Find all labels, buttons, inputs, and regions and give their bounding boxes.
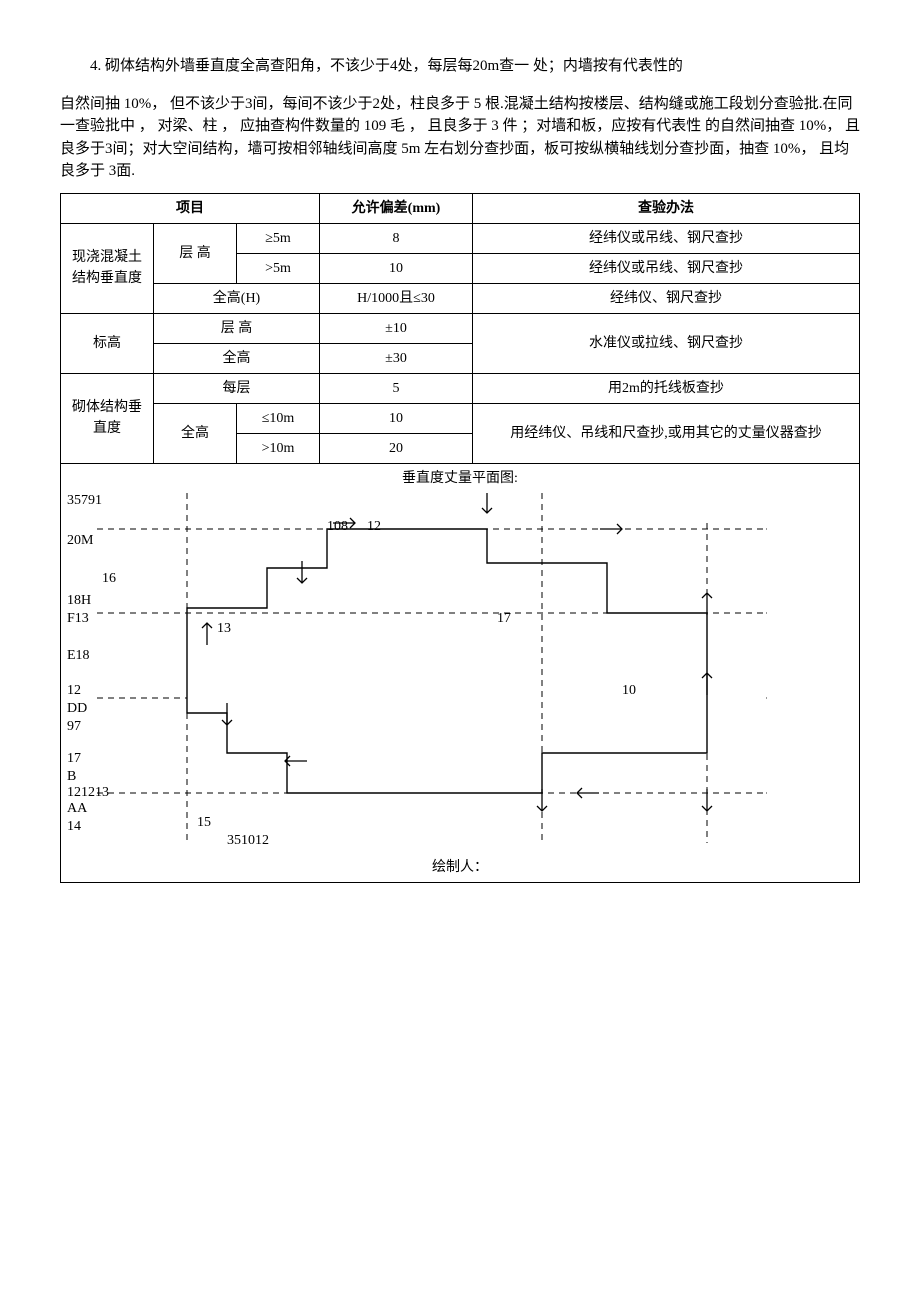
diagram-label: AA xyxy=(67,801,87,816)
cell-tol: 10 xyxy=(320,253,473,283)
cell-tol: 8 xyxy=(320,223,473,253)
diagram-label: 15 xyxy=(197,815,211,830)
cell-sub2: ≤10m xyxy=(237,403,320,433)
diagram-label: 351012 xyxy=(227,833,269,848)
cell-sub1: 每层 xyxy=(154,373,320,403)
cell-cat: 砌体结构垂直度 xyxy=(61,373,154,463)
cell-method: 经纬仪或吊线、钢尺查抄 xyxy=(473,223,860,253)
plan-diagram xyxy=(67,493,767,853)
cell-tol: ±10 xyxy=(320,313,473,343)
diagram-label: 35791 xyxy=(67,493,102,508)
diagram-label: B xyxy=(67,769,76,784)
header-item: 项目 xyxy=(61,193,320,223)
cell-sub1: 全高(H) xyxy=(154,283,320,313)
diagram-label: 18H xyxy=(67,593,91,608)
diagram-label: 14 xyxy=(67,819,81,834)
diagram-label: 13 xyxy=(217,621,231,636)
diagram-label: 10 xyxy=(622,683,636,698)
cell-sub1: 全高 xyxy=(154,403,237,463)
spec-table: 项目 允许偏差(mm) 查验办法 现浇混凝土结构垂直度 层 高 ≥5m 8 经纬… xyxy=(60,193,860,883)
table-row: 砌体结构垂直度 每层 5 用2m的托线板查抄 xyxy=(61,373,860,403)
diagram-label: 108 xyxy=(327,519,348,534)
diagram-label: 121213 xyxy=(67,785,109,800)
diagram-label: F13 xyxy=(67,611,89,626)
table-header-row: 项目 允许偏差(mm) 查验办法 xyxy=(61,193,860,223)
diagram-footer: 绘制人： xyxy=(67,857,853,878)
table-row: 现浇混凝土结构垂直度 层 高 ≥5m 8 经纬仪或吊线、钢尺查抄 xyxy=(61,223,860,253)
cell-method: 经纬仪或吊线、钢尺查抄 xyxy=(473,253,860,283)
cell-tol: 20 xyxy=(320,433,473,463)
cell-method: 经纬仪、钢尺查抄 xyxy=(473,283,860,313)
diagram-label: DD xyxy=(67,701,87,716)
cell-method: 水准仪或拉线、钢尺查抄 xyxy=(473,313,860,373)
diagram-label: 12 xyxy=(67,683,81,698)
cell-method: 用经纬仪、吊线和尺查抄,或用其它的丈量仪器查抄 xyxy=(473,403,860,463)
cell-sub2: >10m xyxy=(237,433,320,463)
cell-method: 用2m的托线板查抄 xyxy=(473,373,860,403)
diagram-cell: 垂直度丈量平面图: 3579120M1618HF13E1812DD9717B12… xyxy=(61,463,860,882)
header-tolerance: 允许偏差(mm) xyxy=(320,193,473,223)
diagram-label: 17 xyxy=(497,611,511,626)
cell-tol: H/1000且≤30 xyxy=(320,283,473,313)
paragraph-2: 自然间抽 10%， 但不该少于3间，每间不该少于2处，柱良多于 5 根.混凝土结… xyxy=(60,93,860,183)
diagram-label: E18 xyxy=(67,648,90,663)
cell-tol: 5 xyxy=(320,373,473,403)
table-row: 全高(H) H/1000且≤30 经纬仪、钢尺查抄 xyxy=(61,283,860,313)
diagram-title: 垂直度丈量平面图: xyxy=(67,468,853,489)
diagram-wrap: 35791 20M 16 18H F13 E18 12 DD 97 17 B121213AA 14 10… xyxy=(67,493,767,853)
diagram-row: 垂直度丈量平面图: 3579120M1618HF13E1812DD9717B12… xyxy=(61,463,860,882)
diagram-label: 16 xyxy=(102,571,116,586)
cell-sub1: 全高 xyxy=(154,343,320,373)
table-row: 全高 ≤10m 10 用经纬仪、吊线和尺查抄,或用其它的丈量仪器查抄 xyxy=(61,403,860,433)
table-row: 标高 层 高 ±10 水准仪或拉线、钢尺查抄 xyxy=(61,313,860,343)
cell-sub2: >5m xyxy=(237,253,320,283)
cell-tol: ±30 xyxy=(320,343,473,373)
cell-sub1: 层 高 xyxy=(154,223,237,283)
cell-sub1: 层 高 xyxy=(154,313,320,343)
paragraph-1: 4. 砌体结构外墙垂直度全高查阳角，不该少于4处，每层每20m查一 处；内墙按有… xyxy=(60,55,860,78)
cell-cat: 标高 xyxy=(61,313,154,373)
cell-cat: 现浇混凝土结构垂直度 xyxy=(61,223,154,313)
diagram-label: 20M xyxy=(67,533,93,548)
diagram-label: 17 xyxy=(67,751,81,766)
cell-tol: 10 xyxy=(320,403,473,433)
diagram-label: 12 xyxy=(367,519,381,534)
cell-sub2: ≥5m xyxy=(237,223,320,253)
header-method: 查验办法 xyxy=(473,193,860,223)
diagram-label: 97 xyxy=(67,719,81,734)
